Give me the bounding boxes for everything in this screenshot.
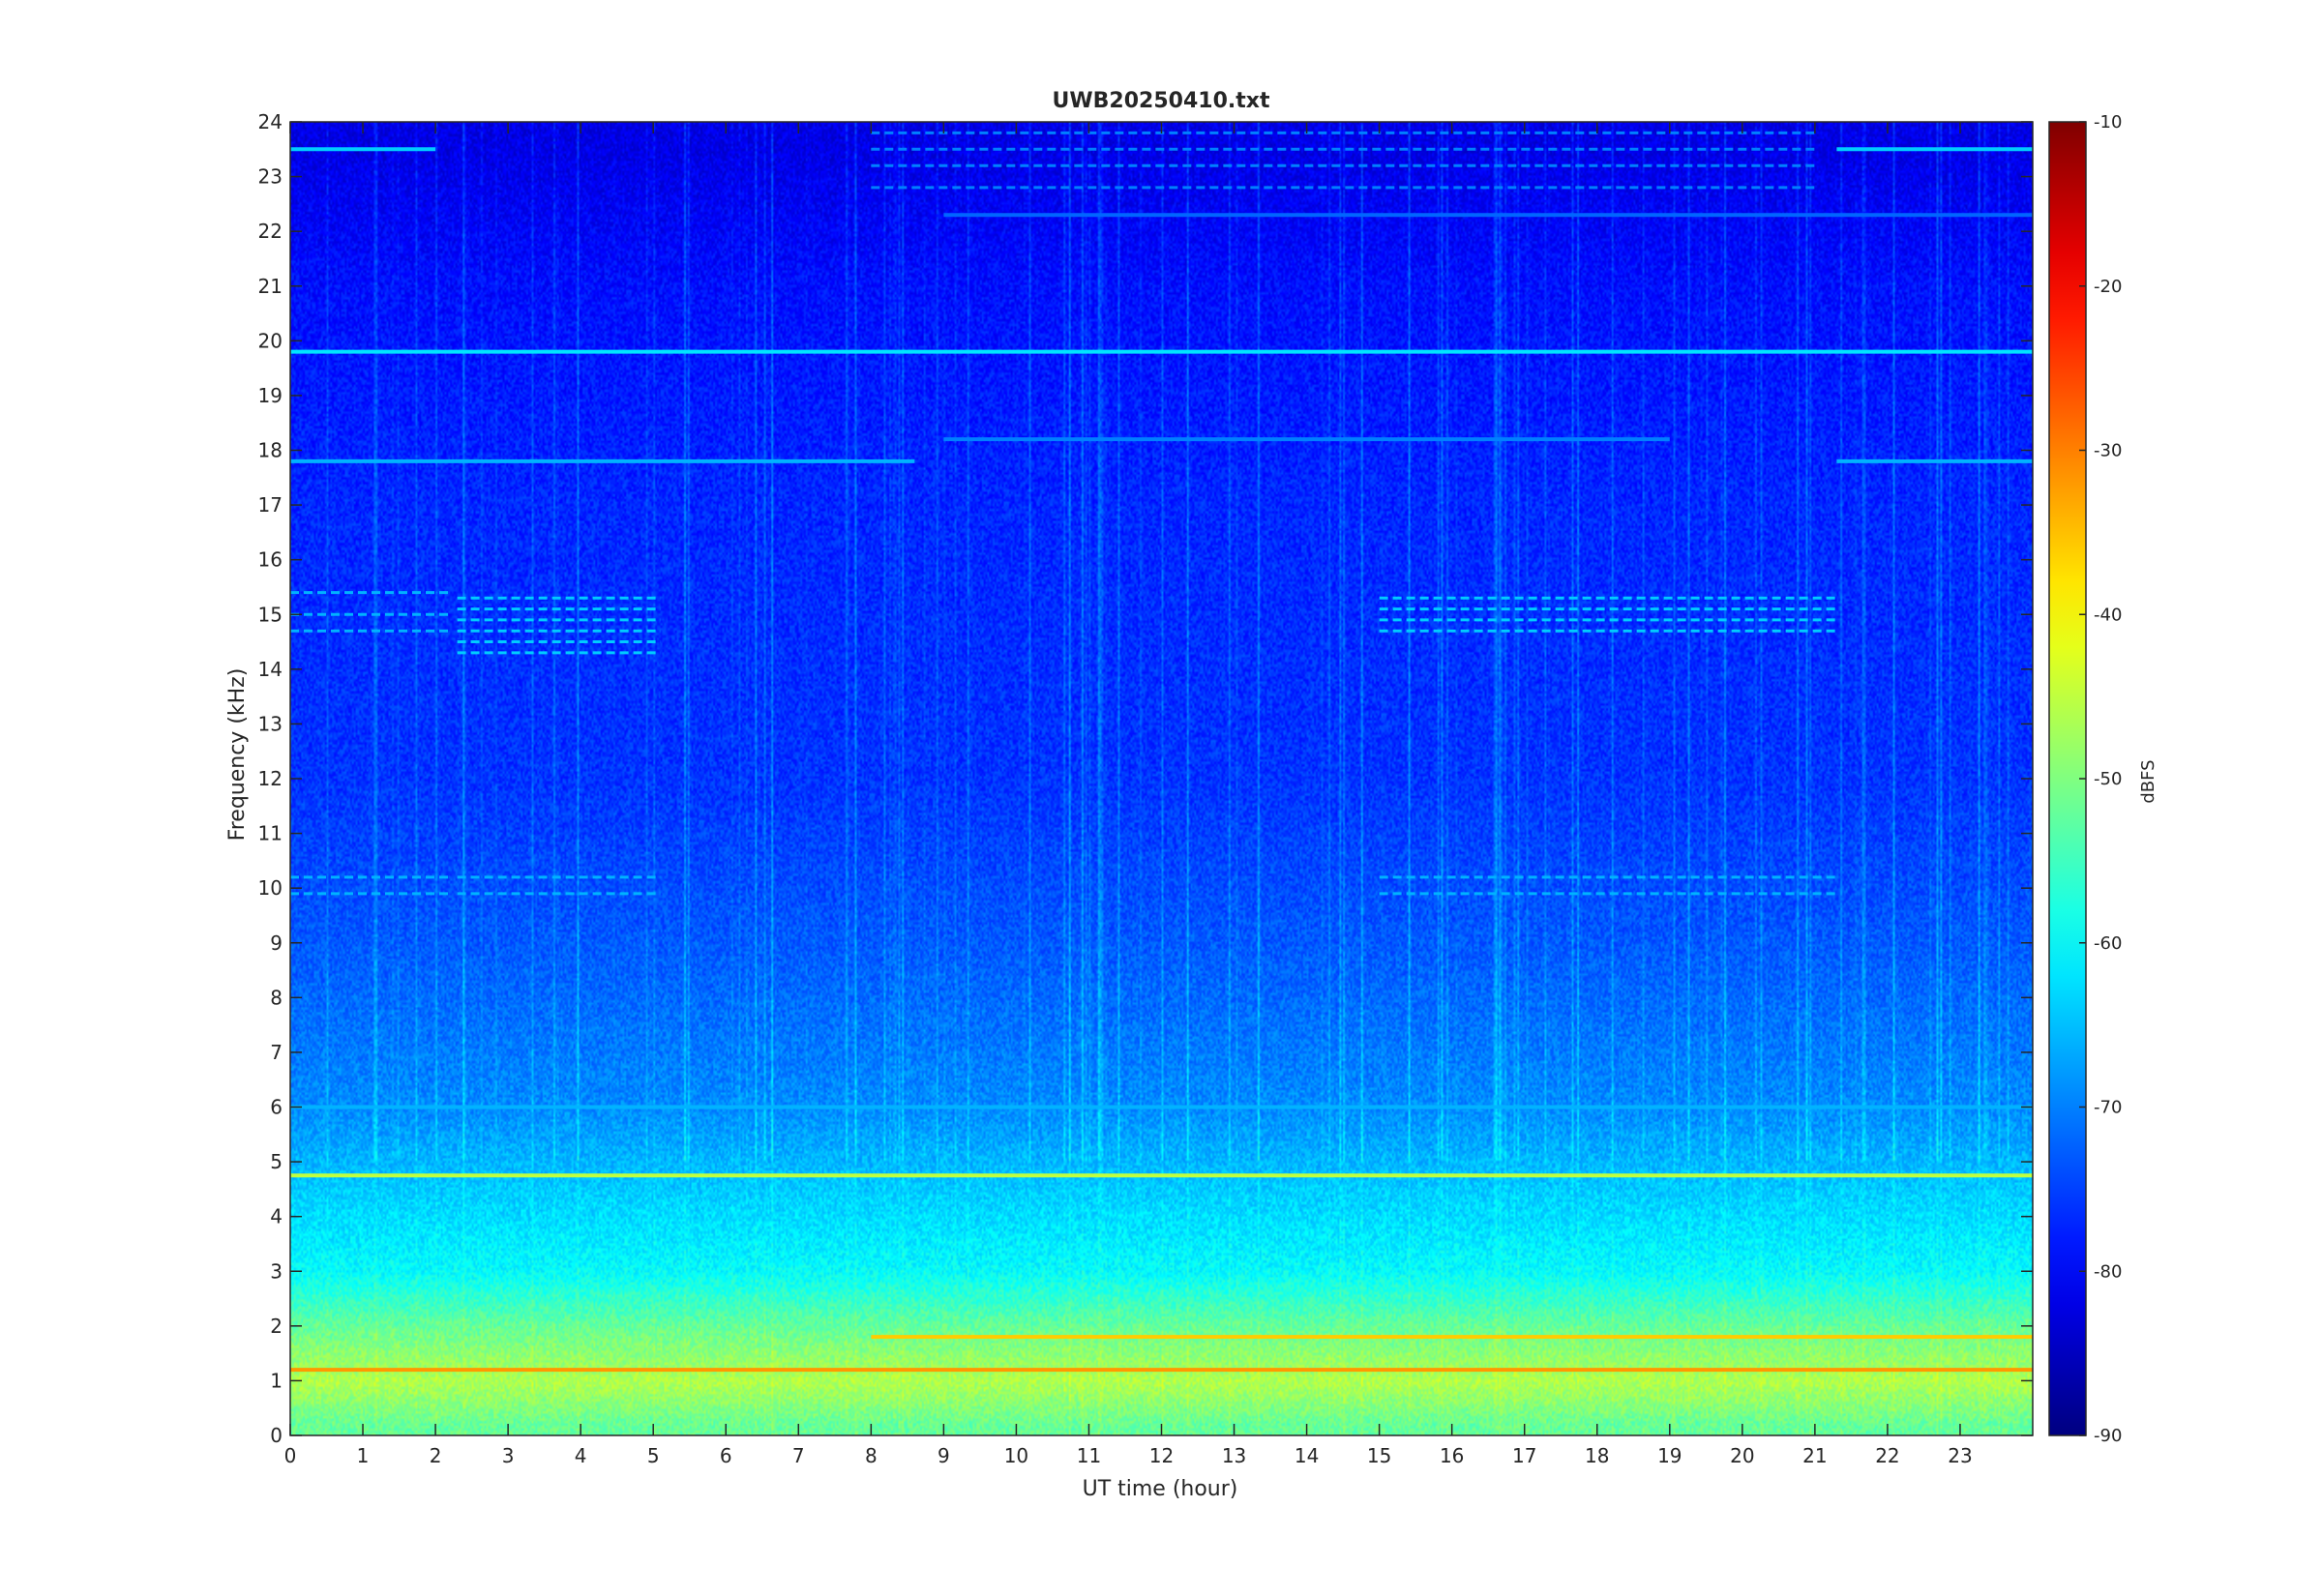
x-tick-label: 6 [720,1444,732,1467]
colorbar-tick-label: -30 [2094,441,2122,461]
x-tick-label: 20 [1730,1444,1754,1467]
x-tick-label: 0 [284,1444,297,1467]
y-tick-label: 5 [270,1150,283,1173]
y-tick-label: 12 [258,767,283,790]
y-tick-label: 4 [270,1205,283,1228]
colorbar-tick-label: -80 [2094,1261,2122,1282]
x-tick-label: 19 [1657,1444,1682,1467]
colorbar-tick-label: -10 [2094,112,2122,133]
x-axis-label: UT time (hour) [1083,1477,1238,1501]
y-tick-label: 7 [270,1041,283,1064]
x-tick-label: 11 [1077,1444,1101,1467]
x-tick-label: 16 [1440,1444,1464,1467]
y-tick-label: 19 [258,384,283,407]
y-tick-label: 9 [270,931,283,955]
y-tick-label: 18 [258,439,283,462]
y-tick-label: 20 [258,329,283,352]
y-tick-label: 14 [258,658,283,681]
x-tick-label: 13 [1222,1444,1246,1467]
y-tick-label: 15 [258,603,283,626]
y-tick-label: 3 [270,1259,283,1283]
x-tick-label: 1 [357,1444,370,1467]
colorbar-tick-label: -70 [2094,1098,2122,1118]
colorbar-tick-label: -90 [2094,1426,2122,1446]
x-tick-label: 4 [575,1444,587,1467]
x-tick-label: 21 [1802,1444,1827,1467]
y-tick-label: 24 [258,110,283,133]
y-axis-label: Frequency (kHz) [225,668,250,842]
y-tick-label: 8 [270,986,283,1009]
x-tick-label: 12 [1149,1444,1174,1467]
y-tick-label: 0 [270,1424,283,1447]
x-tick-label: 2 [430,1444,442,1467]
colorbar-tick-label: -40 [2094,605,2122,625]
x-tick-label: 7 [792,1444,805,1467]
x-axis: 0 1 2 3 4 5 6 7 8 9 10 11 12 13 14 15 16 17 18 19 20 21 22 23 [284,122,1973,1467]
plot-area [289,121,2034,1436]
y-tick-label: 6 [270,1096,283,1119]
colorbar-tick-label: -20 [2094,277,2122,297]
chart-title: UWB20250410.txt [1053,89,1270,113]
y-tick-label: 16 [258,548,283,572]
y-tick-label: 1 [270,1369,283,1392]
y-tick-label: 23 [258,165,283,189]
y-tick-label: 2 [270,1315,283,1338]
y-tick-label: 10 [258,876,283,900]
y-tick-label: 22 [258,220,283,243]
x-tick-label: 23 [1948,1444,1972,1467]
colorbar: -10 -20 -30 -40 -50 -60 -70 -80 -90 [2048,112,2122,1446]
x-tick-label: 5 [647,1444,660,1467]
colorbar-tick-label: -50 [2094,769,2122,789]
x-tick-label: 15 [1367,1444,1391,1467]
y-tick-label: 13 [258,712,283,735]
colorbar-label: dBFS [2138,759,2158,803]
y-tick-label: 11 [258,822,283,845]
x-tick-label: 3 [502,1444,515,1467]
x-tick-label: 8 [865,1444,878,1467]
y-tick-label: 17 [258,493,283,517]
spectrogram-heatmap [290,122,2033,1435]
x-tick-label: 22 [1875,1444,1899,1467]
x-tick-label: 10 [1004,1444,1028,1467]
colorbar-tick-label: -60 [2094,933,2122,954]
x-tick-label: 17 [1512,1444,1536,1467]
x-tick-label: 9 [938,1444,950,1467]
y-tick-label: 21 [258,275,283,298]
x-tick-label: 14 [1295,1444,1319,1467]
x-tick-label: 18 [1585,1444,1609,1467]
